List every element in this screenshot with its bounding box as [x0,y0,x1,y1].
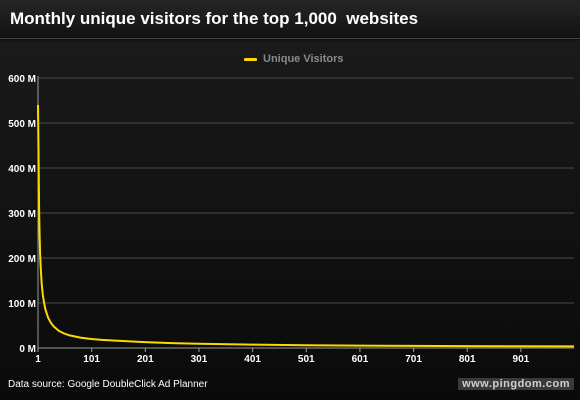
data-source-note: Data source: Google DoubleClick Ad Plann… [8,379,208,390]
axes [37,76,574,349]
x-tick-label: 701 [405,354,422,365]
x-tick-label: 301 [191,354,208,365]
series-layer [37,104,575,348]
x-tick-label: 901 [513,354,530,365]
watermark: www.pingdom.com [458,378,574,390]
title-divider [0,38,580,39]
legend: Unique Visitors [244,52,343,66]
x-tick-label: 501 [298,354,315,365]
y-tick-label: 300 M [8,209,36,220]
y-tick-label: 400 M [8,164,36,175]
x-tick-label: 401 [244,354,261,365]
x-tick-label: 201 [137,354,154,365]
y-tick-label: 600 M [8,74,36,85]
x-tick-label: 1 [35,354,41,365]
legend-swatch [244,57,257,61]
grid-lines [38,77,574,349]
y-tick-label: 200 M [8,254,36,265]
series-line-unique-visitors [37,104,575,348]
y-tick-label: 100 M [8,299,36,310]
legend-label: Unique Visitors [263,53,344,65]
chart-title: Monthly unique visitors for the top 1,00… [10,9,419,28]
x-tick-label: 601 [352,354,369,365]
x-tick-label: 101 [83,354,100,365]
x-axis-ticks: 1 101 201 301 401 501 601 701 801 901 [35,348,530,365]
x-tick-label: 801 [459,354,476,365]
y-tick-label: 0 M [19,344,36,355]
y-axis-ticks: 0 M 100 M 200 M 300 M 400 M 500 M 600 M [8,74,36,355]
y-tick-label: 500 M [8,119,36,130]
